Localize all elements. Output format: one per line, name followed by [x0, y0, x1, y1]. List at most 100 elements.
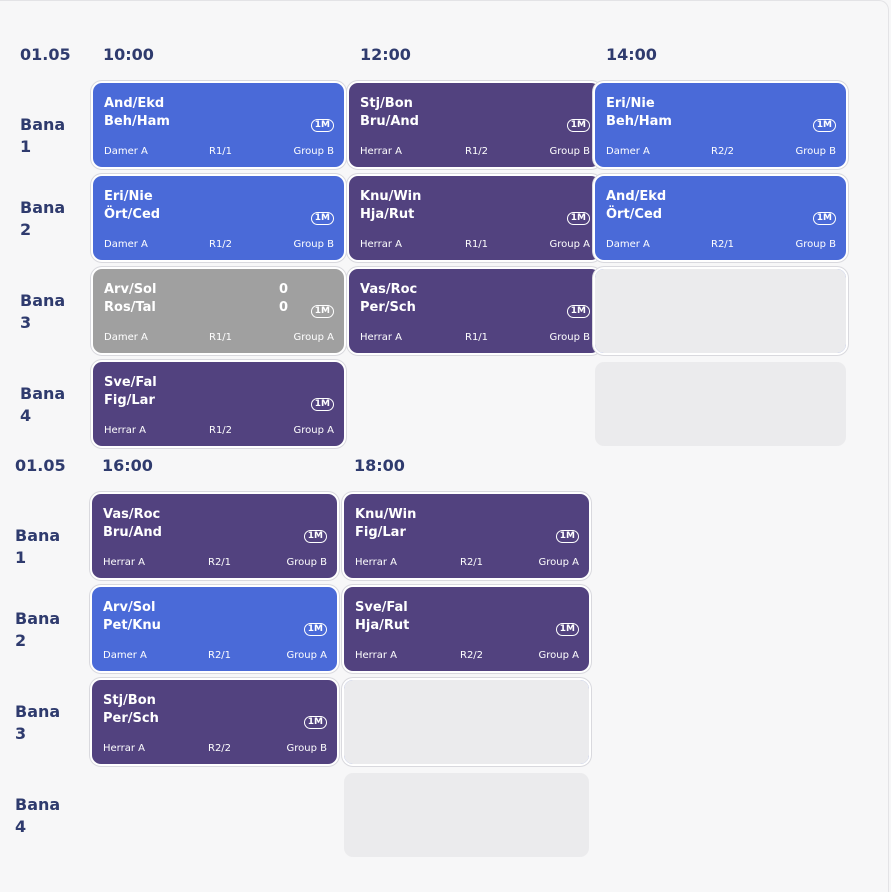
match-category: Herrar A: [104, 425, 146, 436]
match-round: R1/2: [209, 239, 233, 250]
match-format-badge: 1M: [310, 119, 334, 132]
empty-slot[interactable]: [344, 773, 589, 857]
match-card[interactable]: Knu/Win Hja/Rut 1M Herrar A R1/1 Group A: [349, 176, 600, 260]
match-format-badge: 1M: [303, 623, 327, 636]
match-format-badge: 1M: [566, 305, 590, 318]
match-group: Group A: [549, 239, 590, 250]
match-format-badge: 1M: [555, 623, 579, 636]
section2-date: 01.05: [15, 456, 66, 475]
team2-name: Fig/Lar: [104, 393, 155, 408]
team1-name: Arv/Sol: [103, 600, 156, 615]
team1-name: And/Ekd: [104, 96, 165, 111]
section2-court-3: Bana 3: [15, 702, 61, 743]
match-teams: Stj/Bon Per/Sch: [103, 692, 159, 728]
section1-court-1: Bana 1: [20, 115, 66, 156]
empty-slot[interactable]: [595, 362, 846, 446]
team2-name: Hja/Rut: [355, 618, 410, 633]
match-category: Herrar A: [355, 557, 397, 568]
match-round: R2/2: [208, 743, 232, 754]
empty-slot[interactable]: [344, 680, 589, 764]
match-card[interactable]: And/Ekd Beh/Ham 1M Damer A R1/1 Group B: [93, 83, 344, 167]
match-category: Herrar A: [360, 239, 402, 250]
match-teams: And/Ekd Ört/Ced: [606, 188, 666, 224]
match-category: Damer A: [606, 239, 650, 250]
section2-time-2: 18:00: [354, 456, 405, 475]
match-card[interactable]: And/Ekd Ört/Ced 1M Damer A R2/1 Group B: [595, 176, 846, 260]
match-format-badge: 1M: [303, 530, 327, 543]
match-format-badge: 1M: [812, 119, 836, 132]
match-round: R2/1: [208, 650, 232, 661]
match-format-badge: 1M: [310, 305, 334, 318]
match-group: Group B: [549, 332, 590, 343]
match-teams: Sve/Fal Fig/Lar: [104, 374, 157, 410]
match-teams: Sve/Fal Hja/Rut: [355, 599, 409, 635]
team2-name: Per/Sch: [103, 711, 159, 726]
match-group: Group B: [286, 743, 327, 754]
match-round: R1/1: [209, 146, 233, 157]
match-round: R2/2: [460, 650, 484, 661]
match-round: R1/1: [465, 239, 489, 250]
match-round: R2/1: [711, 239, 735, 250]
team2-score: 0: [279, 300, 289, 315]
match-category: Herrar A: [103, 743, 145, 754]
match-group: Group A: [538, 650, 579, 661]
team1-name: Vas/Roc: [103, 507, 161, 522]
match-card[interactable]: Sve/Fal Fig/Lar 1M Herrar A R1/2 Group A: [93, 362, 344, 446]
match-round: R2/2: [711, 146, 735, 157]
team1-name: Sve/Fal: [104, 375, 157, 390]
match-round: R1/1: [209, 332, 233, 343]
team1-name: Arv/Sol: [104, 282, 157, 297]
match-category: Damer A: [103, 650, 147, 661]
match-category: Herrar A: [360, 146, 402, 157]
match-card[interactable]: Arv/Sol Ros/Tal 0 0 1M Damer A R1/1 Group A: [93, 269, 344, 353]
match-teams: Knu/Win Hja/Rut: [360, 188, 421, 224]
match-group: Group B: [293, 146, 334, 157]
match-card[interactable]: Sve/Fal Hja/Rut 1M Herrar A R2/2 Group A: [344, 587, 589, 671]
section1-time-2: 12:00: [360, 45, 411, 64]
match-category: Damer A: [104, 332, 148, 343]
section1-court-3: Bana 3: [20, 291, 66, 332]
match-teams: Vas/Roc Bru/And: [103, 506, 162, 542]
section2-court-4: Bana 4: [15, 795, 61, 836]
match-category: Herrar A: [103, 557, 145, 568]
match-group: Group A: [293, 425, 334, 436]
match-category: Damer A: [104, 146, 148, 157]
match-category: Damer A: [606, 146, 650, 157]
team1-name: And/Ekd: [606, 189, 667, 204]
section1-time-3: 14:00: [606, 45, 657, 64]
match-card[interactable]: Vas/Roc Bru/And 1M Herrar A R2/1 Group B: [92, 494, 337, 578]
empty-slot[interactable]: [595, 269, 846, 353]
match-card[interactable]: Eri/Nie Beh/Ham 1M Damer A R2/2 Group B: [595, 83, 846, 167]
section2-court-1: Bana 1: [15, 526, 61, 567]
match-round: R1/1: [465, 332, 489, 343]
section1-time-1: 10:00: [103, 45, 154, 64]
match-round: R1/2: [209, 425, 233, 436]
match-group: Group B: [293, 239, 334, 250]
match-format-badge: 1M: [555, 530, 579, 543]
team2-name: Ört/Ced: [606, 207, 663, 222]
match-teams: Eri/Nie Ört/Ced: [104, 188, 160, 224]
match-teams: Knu/Win Fig/Lar: [355, 506, 416, 542]
match-card[interactable]: Stj/Bon Per/Sch 1M Herrar A R2/2 Group B: [92, 680, 337, 764]
match-card[interactable]: Arv/Sol Pet/Knu 1M Damer A R2/1 Group A: [92, 587, 337, 671]
team1-score: 0: [279, 282, 289, 297]
match-card[interactable]: Knu/Win Fig/Lar 1M Herrar A R2/1 Group A: [344, 494, 589, 578]
match-card[interactable]: Stj/Bon Bru/And 1M Herrar A R1/2 Group B: [349, 83, 600, 167]
match-group: Group B: [795, 146, 836, 157]
match-teams: Eri/Nie Beh/Ham: [606, 95, 672, 131]
team2-name: Fig/Lar: [355, 525, 406, 540]
match-round: R1/2: [465, 146, 489, 157]
match-card[interactable]: Eri/Nie Ört/Ced 1M Damer A R1/2 Group B: [93, 176, 344, 260]
team2-name: Ros/Tal: [104, 300, 156, 315]
match-teams: Arv/Sol Ros/Tal: [104, 281, 156, 317]
match-format-badge: 1M: [310, 212, 334, 225]
match-category: Damer A: [104, 239, 148, 250]
match-teams: Vas/Roc Per/Sch: [360, 281, 417, 317]
match-category: Herrar A: [360, 332, 402, 343]
team2-name: Beh/Ham: [104, 114, 170, 129]
match-group: Group A: [538, 557, 579, 568]
match-group: Group A: [293, 332, 334, 343]
match-card[interactable]: Vas/Roc Per/Sch 1M Herrar A R1/1 Group B: [349, 269, 600, 353]
section2-court-2: Bana 2: [15, 609, 61, 650]
